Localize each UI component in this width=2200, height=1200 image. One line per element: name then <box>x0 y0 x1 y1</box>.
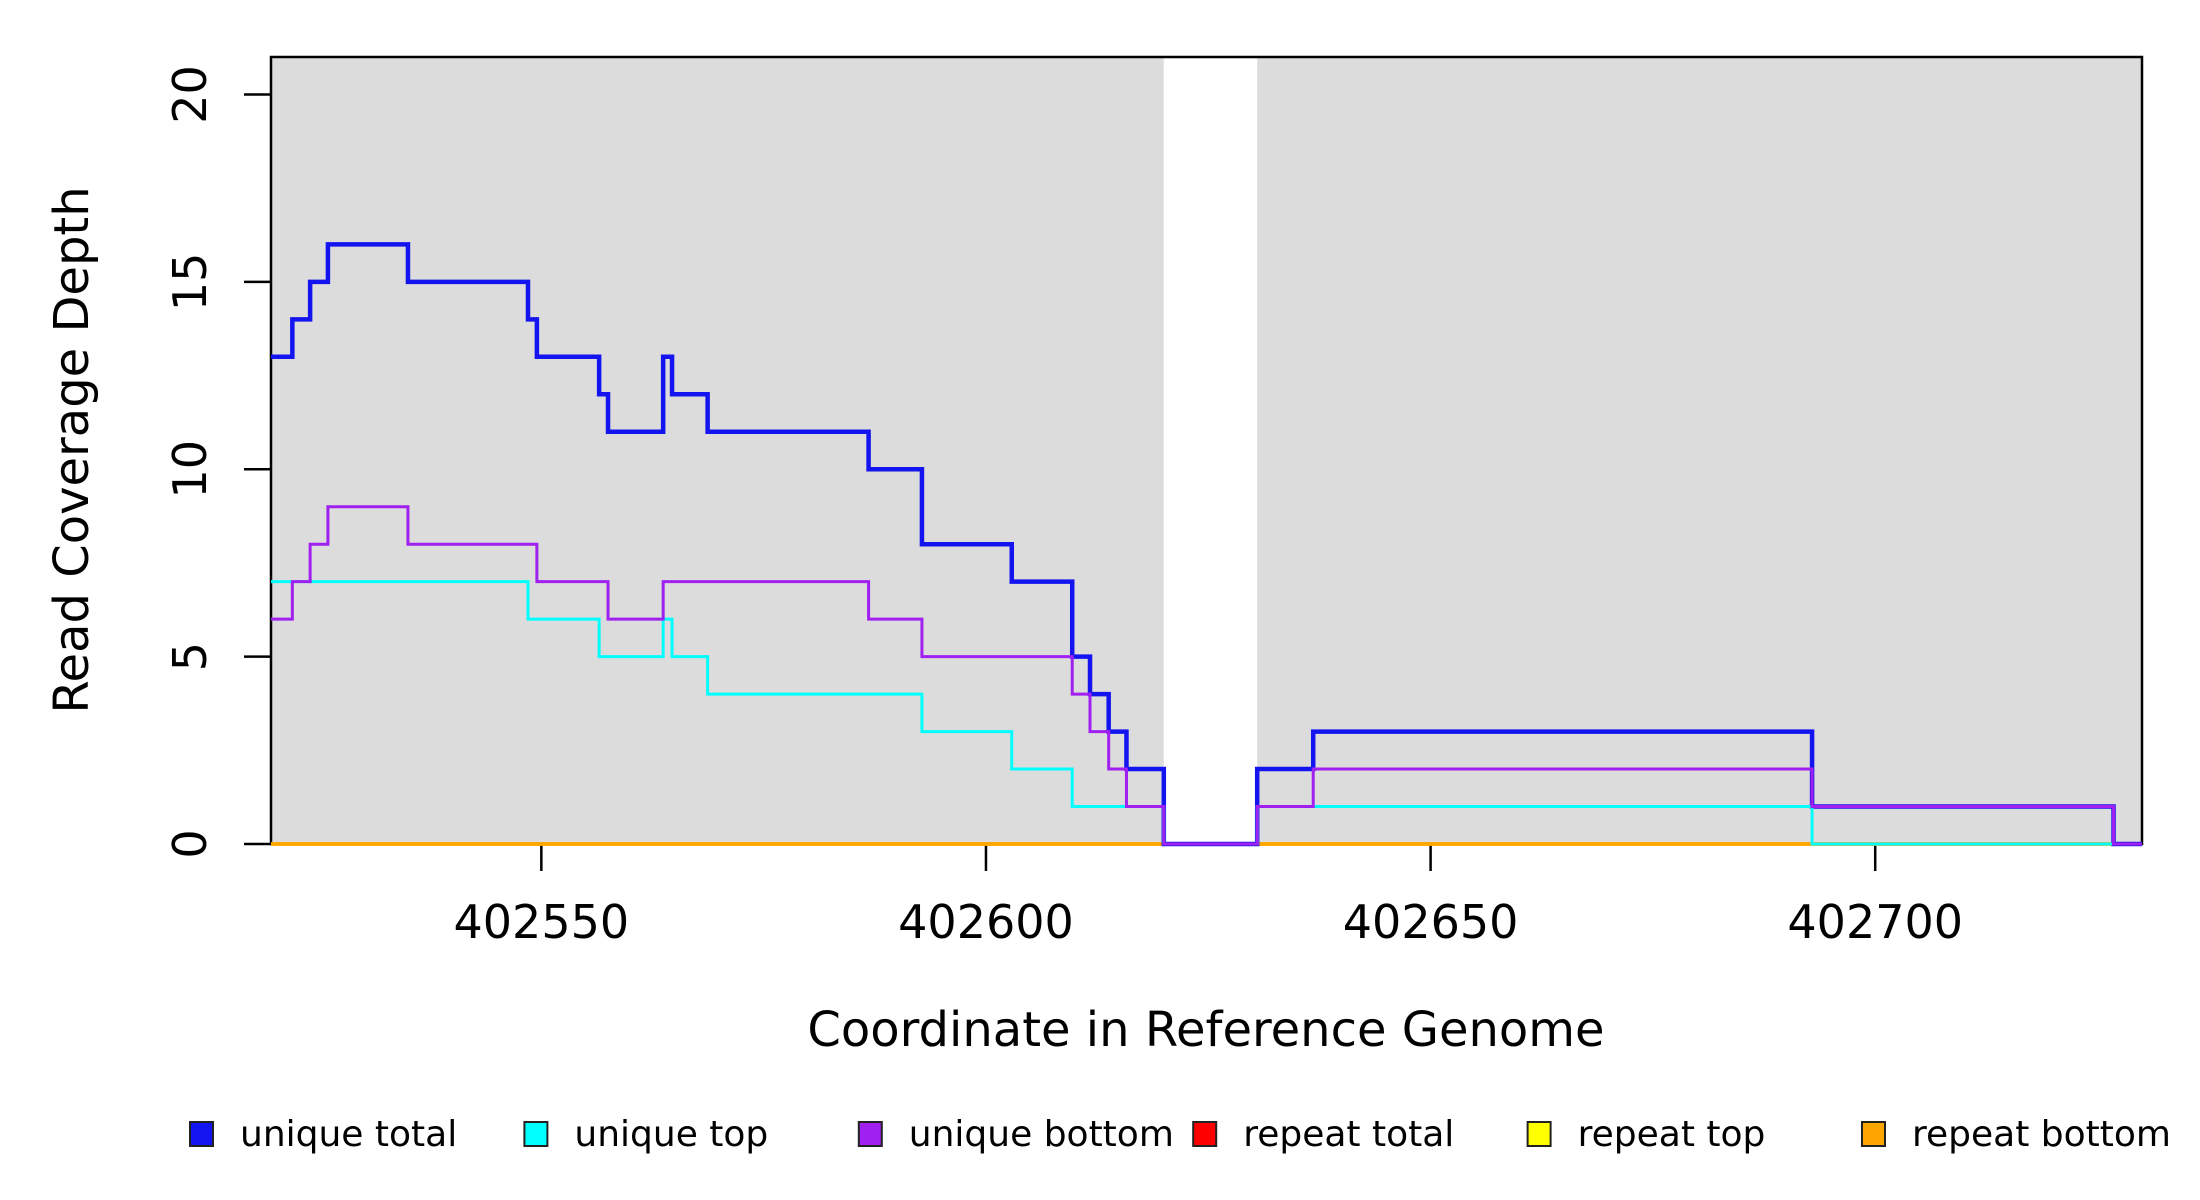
legend-swatch-repeat-bottom <box>1861 1121 1886 1147</box>
legend-item-unique-bottom: unique bottom <box>857 1114 1174 1155</box>
legend-item-unique-top: unique top <box>523 1114 768 1155</box>
covered-region-left <box>271 57 1164 844</box>
x-axis: 402550 402600 402650 402700 <box>454 844 1963 949</box>
legend-label: unique total <box>240 1114 457 1155</box>
legend-item-repeat-bottom: repeat bottom <box>1861 1114 2171 1155</box>
y-tick-label: 15 <box>163 253 217 312</box>
legend-item-repeat-total: repeat total <box>1192 1114 1454 1155</box>
covered-region-right <box>1257 57 2142 844</box>
y-axis-title: Read Coverage Depth <box>44 186 100 713</box>
y-axis: 0 5 10 15 20 <box>163 65 271 859</box>
legend-label: repeat top <box>1578 1114 1766 1155</box>
legend-swatch-repeat-top <box>1526 1121 1552 1147</box>
legend-swatch-unique-top <box>523 1121 549 1147</box>
legend-label: repeat bottom <box>1912 1114 2171 1155</box>
legend: unique total unique top unique bottom repea… <box>189 1114 2171 1155</box>
legend-swatch-repeat-total <box>1192 1121 1218 1147</box>
y-tick-label: 20 <box>163 65 217 124</box>
series-group <box>271 242 2142 847</box>
legend-item-unique-total: unique total <box>189 1114 457 1155</box>
x-tick-label: 402650 <box>1343 895 1519 949</box>
series-unique-bottom <box>271 505 2142 846</box>
legend-label: unique top <box>574 1114 768 1155</box>
y-tick-label: 5 <box>163 642 217 671</box>
alignment-gap <box>1163 57 1258 844</box>
plot-panel <box>269 55 2144 846</box>
legend-swatch-unique-bottom <box>857 1121 883 1147</box>
x-tick-label: 402550 <box>454 895 630 949</box>
x-tick-label: 402600 <box>898 895 1074 949</box>
x-axis-title: Coordinate in Reference Genome <box>807 1002 1604 1058</box>
x-tick-label: 402700 <box>1787 895 1963 949</box>
legend-item-repeat-top: repeat top <box>1526 1114 1766 1155</box>
y-tick-label: 10 <box>163 440 217 499</box>
panel-background-regions <box>271 57 2142 844</box>
y-tick-label: 0 <box>163 829 217 858</box>
legend-label: repeat total <box>1243 1114 1454 1155</box>
legend-label: unique bottom <box>909 1114 1174 1155</box>
legend-swatch-unique-total <box>189 1121 214 1147</box>
